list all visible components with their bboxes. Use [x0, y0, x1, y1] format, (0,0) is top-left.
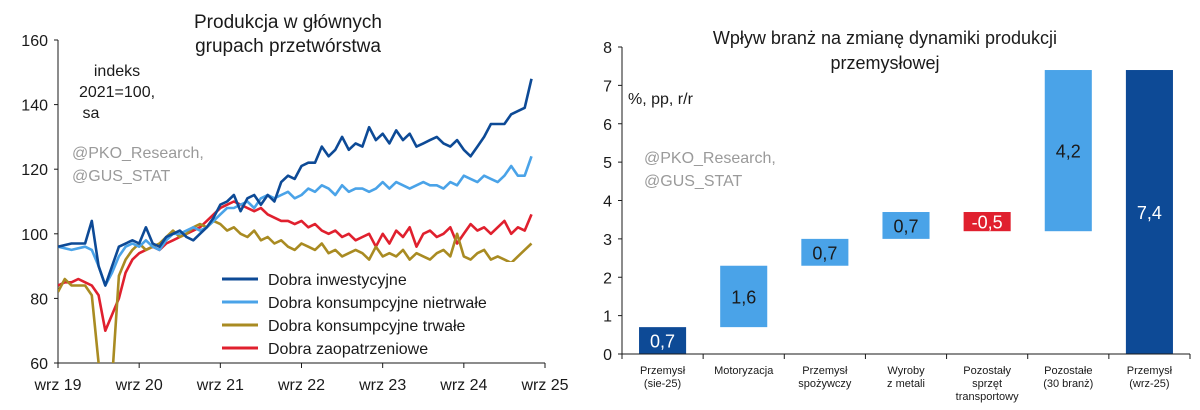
x-category-label: Pozostałe: [1044, 365, 1092, 377]
y-tick-label: 1: [603, 309, 612, 326]
source-line: @GUS_STAT: [644, 173, 743, 190]
y-tick-label: 6: [603, 117, 612, 134]
x-category-label: (wrz-25): [1129, 378, 1169, 390]
chart-title-line-1: Wpływ branż na zmianę dynamiki produkcji: [713, 28, 1057, 48]
x-category-label: (sie-25): [644, 378, 681, 390]
annotation-line: sa: [83, 105, 100, 122]
bar: [1125, 70, 1173, 355]
bar-value-label: 4,2: [1056, 142, 1081, 162]
bar-value-label: 0,7: [650, 332, 675, 352]
source-note: @PKO_Research, @GUS_STAT: [644, 150, 776, 190]
bar: [639, 327, 687, 354]
y-tick-label: 100: [21, 227, 48, 244]
y-tick-label: 5: [603, 155, 612, 172]
x-category-label: (30 branż): [1043, 378, 1093, 390]
source-line: @PKO_Research,: [72, 145, 204, 162]
x-category-label: Przemysł: [802, 365, 848, 377]
y-tick-label: 4: [603, 194, 612, 211]
y-tick-label: 7: [603, 78, 612, 95]
y-axis: 0 1 2 3 4 5 6 7 8: [603, 40, 623, 364]
x-category-label: z metali: [887, 378, 925, 390]
bar: [1044, 70, 1092, 232]
source-note: @PKO_Research, @GUS_STAT: [72, 145, 204, 185]
chart-title-line-1: Produkcja w głównych: [194, 12, 382, 33]
series-line-1: [58, 78, 533, 287]
x-category-label: spożywczy: [798, 378, 852, 390]
chart-title-line-2: grupach przetwórstwa: [195, 36, 381, 57]
series-lines: [58, 78, 533, 363]
y-tick-label: 60: [30, 356, 48, 373]
index-annotation: indeks 2021=100, sa: [79, 63, 155, 122]
bar: [720, 265, 768, 328]
source-line: @PKO_Research,: [644, 150, 776, 167]
x-category-label: Wyroby: [887, 365, 925, 377]
bar-value-label: 0,7: [893, 216, 918, 236]
legend-label: Dobra konsumpcyjne nietrwałe: [268, 295, 487, 312]
waterfall-chart: Wpływ branż na zmianę dynamiki produkcji…: [603, 28, 1191, 403]
bar: [963, 212, 1011, 232]
x-axis: wrz 19 wrz 20 wrz 21 wrz 22 wrz 23 wrz 24 wrz …: [33, 362, 569, 394]
y-axis: 60 80 100 120 140 160: [21, 33, 59, 373]
bar: [801, 238, 849, 266]
x-category-label: Pozostały: [963, 365, 1011, 377]
y-tick-label: 2: [603, 270, 612, 287]
legend-label: Dobra inwestycyjne: [268, 272, 407, 289]
x-tick-label: wrz 23: [358, 377, 406, 394]
bars: 0,7 1,6 0,7 0,7 -0,5 4,2 7,4: [639, 70, 1173, 355]
x-tick-label: wrz 20: [115, 377, 163, 394]
annotation-line: indeks: [94, 63, 140, 80]
legend-box: [210, 262, 545, 358]
line-chart: Produkcja w głównych grupach przetwórstw…: [21, 12, 568, 394]
legend: Dobra inwestycyjne Dobra konsumpcyjne nie…: [210, 262, 545, 358]
y-tick-label: 120: [21, 162, 48, 179]
y-tick-label: 160: [21, 33, 48, 50]
x-tick-label: wrz 19: [33, 377, 81, 394]
annotation-line: 2021=100,: [79, 84, 155, 101]
x-tick-label: wrz 22: [277, 377, 325, 394]
x-tick-label: wrz 24: [439, 377, 487, 394]
x-category-label: Motoryzacja: [714, 365, 774, 377]
unit-label: %, pp, r/r: [628, 91, 694, 108]
series-line-4: [58, 200, 533, 332]
y-tick-label: 0: [603, 347, 612, 364]
legend-label: Dobra zaopatrzeniowe: [268, 341, 428, 358]
x-category-label: transportowy: [956, 391, 1019, 403]
x-axis: Przemysł(sie-25)Motoryzacja Przemysłspoży…: [621, 353, 1191, 403]
x-category-label: Przemysł: [640, 365, 686, 377]
x-tick-label: wrz 21: [196, 377, 244, 394]
x-category-label: Przemysł: [1127, 365, 1173, 377]
bar-value-label: 7,4: [1137, 203, 1162, 223]
source-line: @GUS_STAT: [72, 168, 171, 185]
y-tick-label: 140: [21, 98, 48, 115]
x-tick-label: wrz 25: [520, 377, 568, 394]
bar-value-label: 1,6: [731, 287, 756, 307]
chart-title-line-2: przemysłowej: [830, 53, 939, 73]
bar-value-label: -0,5: [972, 213, 1003, 233]
y-tick-label: 80: [30, 291, 48, 308]
x-category-label: sprzęt: [972, 378, 1002, 390]
y-tick-label: 3: [603, 232, 612, 249]
y-tick-label: 8: [603, 40, 612, 57]
bar: [882, 212, 930, 239]
legend-label: Dobra konsumpcyjne trwałe: [268, 318, 466, 335]
bar-value-label: 0,7: [812, 243, 837, 263]
series-line-2: [58, 155, 533, 287]
